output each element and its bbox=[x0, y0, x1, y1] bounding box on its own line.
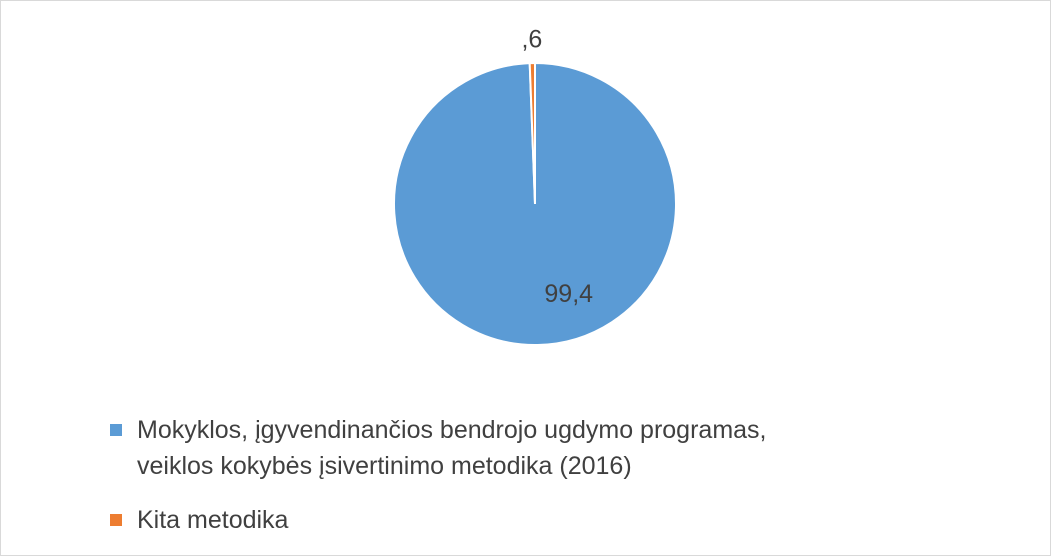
legend-label: Mokyklos, įgyvendinančios bendrojo ugdym… bbox=[137, 416, 767, 480]
pie-slice bbox=[528, 61, 536, 205]
data-label: ,6 bbox=[521, 26, 542, 54]
legend-entry: Kita metodika bbox=[110, 502, 830, 538]
legend: Mokyklos, įgyvendinančios bendrojo ugdym… bbox=[110, 412, 830, 556]
data-label: 99,4 bbox=[544, 280, 593, 308]
legend-key bbox=[110, 514, 122, 526]
legend-entry: Mokyklos, įgyvendinančios bendrojo ugdym… bbox=[110, 412, 830, 484]
legend-label: Kita metodika bbox=[137, 506, 289, 534]
legend-key bbox=[110, 424, 122, 436]
